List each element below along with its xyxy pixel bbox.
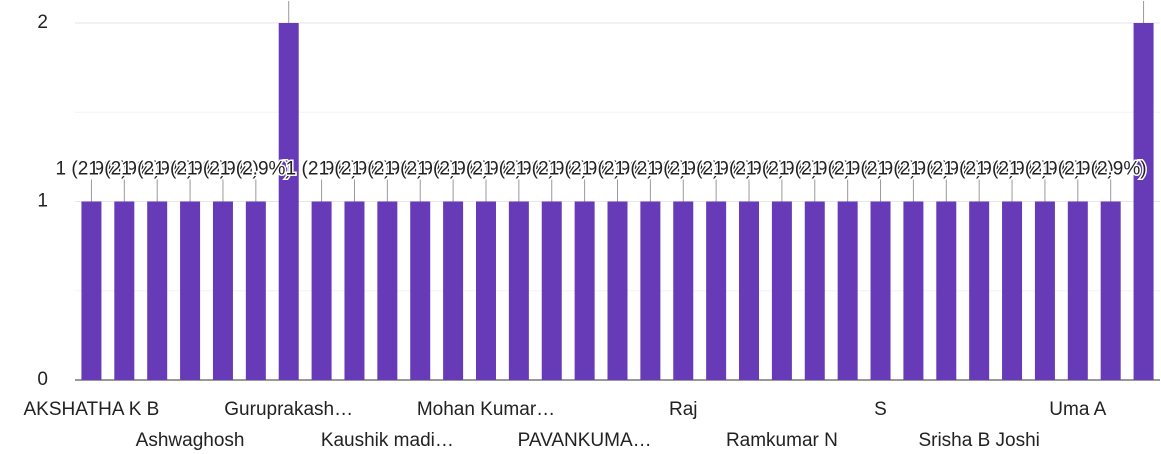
data-label: 1 (2.9%) [121,159,193,180]
x-tick-label: S [874,399,887,420]
data-label: 1 (2.9%) [812,159,884,180]
bar [508,201,529,380]
data-label: 1 (2.9%) [1009,159,1081,180]
data-label: 1 (2.9%) [582,159,654,180]
data-label: 2 (5.7%) [1108,0,1161,1]
bar [410,201,431,380]
bar [1100,201,1121,380]
data-label: 2 (5.7%) [253,0,325,1]
bar [180,201,201,380]
bar [640,201,661,380]
bar [541,201,562,380]
data-label: 1 (2.9%) [384,159,456,180]
data-label: 1 (2.9%) [154,159,226,180]
bar [377,201,398,380]
bar [1034,201,1055,380]
data-label: 1 (2.9%) [746,159,818,180]
bar [837,201,858,380]
bar [475,201,496,380]
x-tick-label: Kaushik madi… [321,430,454,451]
bar [673,201,694,380]
bar [969,201,990,380]
data-label: 1 (2.9%) [943,159,1015,180]
bar [443,201,464,380]
data-label: 1 (2.9%) [220,159,292,180]
bar [607,201,628,380]
data-label: 1 (2.9%) [56,159,128,180]
x-tick-label: Mohan Kumar… [417,399,555,420]
data-label: 1 (2.9%) [713,159,785,180]
data-label: 1 (2.9%) [187,159,259,180]
data-label: 1 (2.9%) [647,159,719,180]
bar [311,201,332,380]
bar [278,23,299,380]
bar [936,201,957,380]
data-label: 1 (2.9%) [88,159,160,180]
data-label: 1 (2.9%) [680,159,752,180]
bar [245,201,266,380]
data-label: 1 (2.9%) [910,159,982,180]
data-label: 1 (2.9%) [286,159,358,180]
x-tick-label: Srisha B Joshi [918,430,1039,451]
data-label: 1 (2.9%) [549,159,621,180]
bar [1067,201,1088,380]
x-tick-label: Uma A [1049,399,1106,420]
data-label: 1 (2.9%) [319,159,391,180]
y-tick-label: 1 [37,191,48,212]
data-label: 1 (2.9%) [417,159,489,180]
data-label: 1 (2.9%) [1042,159,1114,180]
bar [739,201,760,380]
data-label: 1 (2.9%) [779,159,851,180]
bar [114,201,135,380]
x-tick-label: PAVANKUMA… [518,430,652,451]
data-label: 1 (2.9%) [614,159,686,180]
data-label: 1 (2.9%) [1075,159,1147,180]
y-tick-label: 0 [37,369,48,390]
x-tick-label: Ashwaghosh [136,430,245,451]
data-label: 1 (2.9%) [845,159,917,180]
bar [1002,201,1023,380]
x-tick-label: Ramkumar N [726,430,838,451]
data-label: 1 (2.9%) [450,159,522,180]
x-tick-label: Guruprakash… [224,399,353,420]
bar [1133,23,1154,380]
bar [903,201,924,380]
bar [344,201,365,380]
data-label: 1 (2.9%) [483,159,555,180]
bar [212,201,233,380]
x-tick-label: Raj [669,399,698,420]
bar [706,201,727,380]
bar [81,201,102,380]
y-tick-label: 2 [37,12,48,33]
bar [147,201,168,380]
bar [771,201,792,380]
data-label: 1 (2.9%) [878,159,950,180]
data-label: 1 (2.9%) [976,159,1048,180]
data-label: 1 (2.9%) [516,159,588,180]
data-label: 1 (2.9%) [351,159,423,180]
bar [574,201,595,380]
x-tick-label: AKSHATHA K B [24,399,160,420]
bar [870,201,891,380]
bar [804,201,825,380]
